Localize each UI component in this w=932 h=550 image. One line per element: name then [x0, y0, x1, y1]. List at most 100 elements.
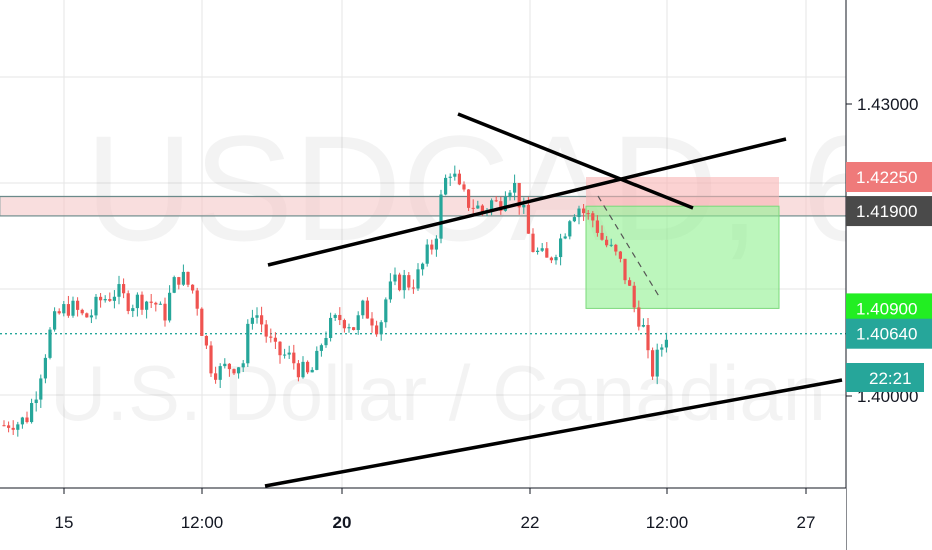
- candle-body: [204, 335, 208, 346]
- candle-body: [89, 315, 93, 318]
- candle-body: [94, 296, 98, 316]
- candle-body: [508, 192, 512, 197]
- candle-body: [444, 177, 448, 195]
- candle-body: [296, 363, 300, 378]
- time-axis-label: 12:00: [181, 513, 224, 532]
- countdown-label: 22:21: [869, 369, 912, 388]
- candle-body: [664, 339, 668, 348]
- time-axis-label: 22: [521, 513, 540, 532]
- candle-body: [490, 200, 494, 211]
- candle-body: [319, 345, 323, 351]
- candle-body: [600, 232, 604, 240]
- candle-body: [365, 300, 369, 319]
- candle-body: [7, 425, 11, 428]
- candle-body: [315, 350, 319, 370]
- candle-body: [117, 284, 121, 297]
- candle-body: [232, 369, 236, 374]
- candle-body: [273, 337, 277, 342]
- candle-body: [559, 238, 563, 258]
- candle-body: [402, 275, 406, 291]
- candle-body: [430, 244, 434, 250]
- price-badge-label: 1.40640: [856, 325, 917, 344]
- candle-body: [62, 304, 66, 314]
- candle-body: [586, 213, 590, 215]
- candle-body: [582, 208, 586, 214]
- candle-body: [301, 361, 305, 378]
- price-badges: 1.42250 1.41900 1.40900 1.40640: [846, 162, 932, 349]
- candle-body: [25, 417, 29, 423]
- candle-body: [646, 325, 650, 351]
- candle-body: [522, 204, 526, 208]
- price-badge: [846, 318, 932, 349]
- candle-body: [186, 271, 190, 285]
- candle-body: [154, 302, 158, 305]
- time-axis[interactable]: 15 12:00 20 22 12:00 27: [0, 487, 846, 550]
- candle-body: [393, 274, 397, 282]
- candle-body: [16, 424, 20, 430]
- candles[interactable]: [2, 165, 668, 437]
- candle-body: [112, 296, 116, 301]
- candle-body: [411, 287, 415, 289]
- candle-body: [278, 341, 282, 356]
- candle-body: [145, 301, 149, 310]
- candle-body: [324, 337, 328, 346]
- price-axis[interactable]: 1.43000 1.40000 1.422501.419001.409001.4…: [845, 0, 932, 550]
- candle-body: [34, 399, 38, 404]
- candle-body: [605, 239, 609, 246]
- candle-body: [11, 427, 15, 430]
- candle-body: [80, 309, 84, 314]
- time-axis-label: 20: [333, 513, 352, 532]
- candle-body: [416, 269, 420, 289]
- candle-body: [163, 303, 167, 321]
- candle-body: [549, 257, 553, 261]
- candle-body: [361, 300, 365, 316]
- candle-body: [241, 363, 245, 368]
- candle-body: [531, 233, 535, 252]
- candle-body: [453, 173, 457, 177]
- candle-body: [287, 352, 291, 355]
- candle-body: [448, 176, 452, 178]
- candle-body: [628, 280, 632, 286]
- candle-body: [218, 366, 222, 380]
- candle-body: [108, 299, 112, 301]
- candle-body: [384, 299, 388, 323]
- candle-body: [347, 327, 351, 329]
- candle-body: [329, 317, 333, 338]
- candle-body: [177, 277, 181, 285]
- candle-body: [375, 325, 379, 335]
- candle-body: [476, 205, 480, 209]
- position-stop-zone[interactable]: [586, 177, 779, 207]
- candle-body: [480, 205, 484, 212]
- candle-body: [540, 248, 544, 251]
- candle-body: [637, 307, 641, 327]
- trendline-lower-rising: [264, 378, 843, 488]
- candle-body: [342, 320, 346, 329]
- candle-body: [655, 349, 659, 377]
- candle-body: [227, 363, 231, 370]
- candle-body: [591, 213, 595, 221]
- countdown-badge: [846, 363, 924, 392]
- candle-body: [609, 244, 613, 246]
- candle-body: [425, 244, 429, 264]
- candle-body: [526, 204, 530, 234]
- candle-body: [122, 284, 126, 294]
- position-target-zone[interactable]: [585, 205, 780, 309]
- candle-body: [43, 357, 47, 379]
- candle-body: [246, 323, 250, 364]
- trendlines[interactable]: [264, 112, 843, 488]
- candle-body: [352, 327, 356, 330]
- candle-body: [57, 311, 61, 314]
- candle-body: [191, 284, 195, 291]
- candle-body: [660, 347, 664, 350]
- candle-body: [370, 318, 374, 326]
- candle-body: [379, 322, 383, 335]
- trendline-upper-rising: [267, 137, 787, 267]
- candle-body: [434, 238, 438, 250]
- candle-body: [388, 281, 392, 300]
- candle-body: [260, 315, 264, 325]
- price-axis-label: 1.43000: [857, 95, 918, 114]
- candle-body: [149, 301, 153, 303]
- candle-body: [457, 173, 461, 185]
